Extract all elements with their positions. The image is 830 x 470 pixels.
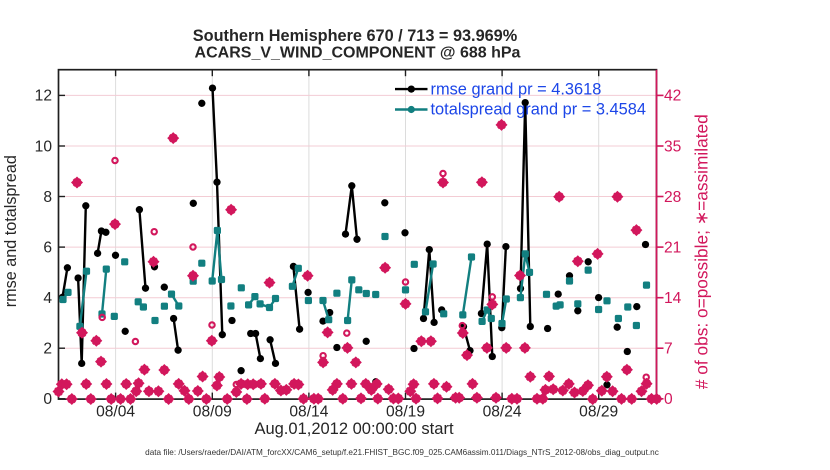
svg-text:7: 7: [664, 341, 673, 358]
svg-text:08/24: 08/24: [483, 404, 522, 421]
svg-text:08/29: 08/29: [579, 404, 618, 421]
svg-text:8: 8: [43, 189, 52, 206]
svg-text:28: 28: [664, 189, 681, 206]
svg-text:0: 0: [43, 391, 52, 408]
svg-text:42: 42: [664, 88, 681, 105]
svg-text:rmse grand pr = 4.3618: rmse grand pr = 4.3618: [431, 81, 602, 99]
svg-text:10: 10: [35, 138, 53, 155]
svg-text:08/14: 08/14: [289, 404, 328, 421]
svg-text:# of obs: o=possible; ∗=assimi: # of obs: o=possible; ∗=assimilated: [692, 114, 712, 389]
svg-text:12: 12: [35, 88, 52, 105]
svg-text:ACARS_V_WIND_COMPONENT @ 688 h: ACARS_V_WIND_COMPONENT @ 688 hPa: [195, 44, 521, 61]
svg-text:4: 4: [43, 290, 52, 307]
svg-text:totalspread grand pr = 3.4584: totalspread grand pr = 3.4584: [431, 100, 647, 118]
svg-text:21: 21: [664, 239, 681, 256]
svg-text:6: 6: [43, 239, 52, 256]
svg-text:08/19: 08/19: [386, 404, 425, 421]
svg-text:08/09: 08/09: [193, 404, 232, 421]
svg-text:data file: /Users/raeder/DAI/A: data file: /Users/raeder/DAI/ATM_forcXX/…: [145, 448, 659, 457]
svg-text:08/04: 08/04: [96, 404, 135, 421]
svg-text:2: 2: [43, 341, 52, 358]
svg-text:35: 35: [664, 138, 682, 155]
svg-text:rmse and totalspread: rmse and totalspread: [2, 155, 20, 307]
svg-text:0: 0: [664, 391, 673, 408]
svg-text:Aug.01,2012 00:00:00 start: Aug.01,2012 00:00:00 start: [254, 420, 453, 438]
svg-text:14: 14: [664, 290, 682, 307]
svg-text:Southern Hemisphere 670 / 713: Southern Hemisphere 670 / 713 = 93.969%: [193, 27, 518, 45]
